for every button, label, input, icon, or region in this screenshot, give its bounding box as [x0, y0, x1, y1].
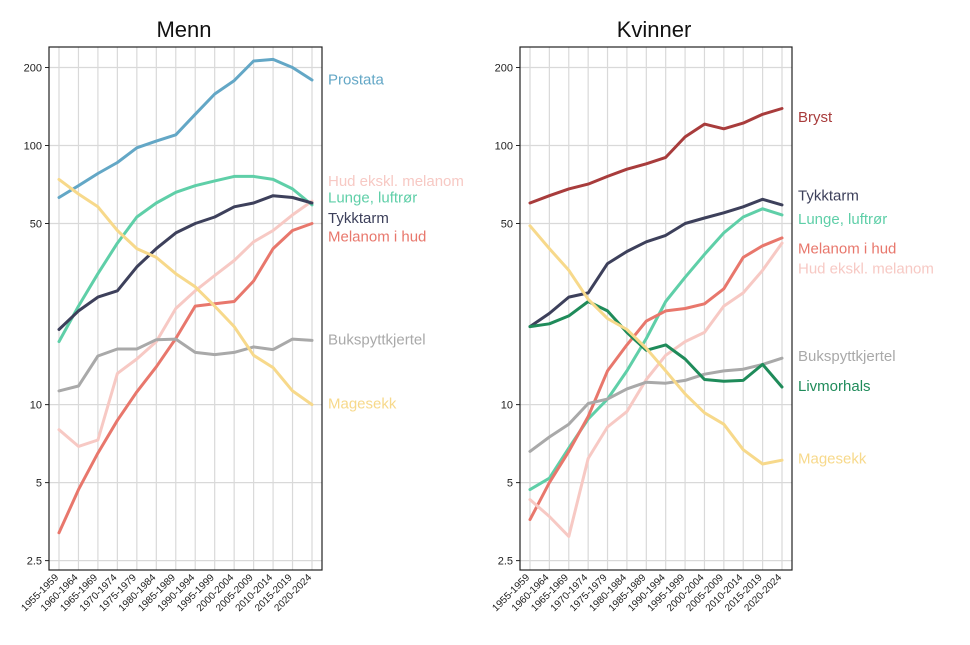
series-line-melanom-i-hud — [57, 222, 314, 535]
series-line-magesekk — [57, 177, 314, 407]
series-label-hud-ekskl-melanom: Hud ekskl. melanom — [328, 173, 464, 190]
series-label-lunge-luftrør: Lunge, luftrør — [328, 190, 417, 207]
y-tick-label: 10 — [501, 400, 513, 412]
series-label-bukspyttkjertel: Bukspyttkjertel — [328, 332, 426, 349]
series-label-lunge-luftrør: Lunge, luftrør — [798, 211, 887, 228]
series-line-hud-ekskl-melanom — [57, 199, 314, 448]
series-line-magesekk — [528, 224, 784, 466]
y-tick-label: 50 — [30, 219, 42, 231]
series-label-tykktarm: Tykktarm — [328, 210, 389, 227]
series-label-bryst: Bryst — [798, 109, 833, 126]
series-label-hud-ekskl-melanom: Hud ekskl. melanom — [798, 261, 934, 278]
y-tick-label: 100 — [495, 141, 513, 153]
series-line-bukspyttkjertel — [528, 356, 784, 453]
chart-title: Kvinner — [617, 17, 692, 42]
series-line-tykktarm — [528, 197, 784, 329]
series-line-lunge-luftrør — [57, 174, 314, 344]
series-line-livmorhals — [528, 300, 784, 389]
series-line-tykktarm — [57, 194, 314, 331]
chart-kvinner: Kvinner2.5510501002001955-19591960-19641… — [491, 17, 934, 614]
series-label-magesekk: Magesekk — [328, 396, 397, 413]
series-label-prostata: Prostata — [328, 71, 385, 88]
series-label-magesekk: Magesekk — [798, 450, 867, 467]
series-line-lunge-luftrør — [528, 207, 784, 492]
y-tick-label: 50 — [501, 219, 513, 231]
series-line-bukspyttkjertel — [57, 337, 314, 393]
series-line-bryst — [528, 107, 784, 205]
y-tick-label: 10 — [30, 400, 42, 412]
series-label-bukspyttkjertel: Bukspyttkjertel — [798, 348, 896, 365]
series-line-prostata — [57, 57, 314, 199]
series-line-melanom-i-hud — [528, 236, 784, 522]
y-tick-label: 100 — [24, 141, 42, 153]
y-tick-label: 200 — [495, 63, 513, 75]
y-tick-label: 200 — [24, 63, 42, 75]
series-label-melanom-i-hud: Melanom i hud — [798, 241, 896, 258]
chart-menn: Menn2.5510501002001955-19591960-19641965… — [20, 17, 464, 614]
chart-title: Menn — [156, 17, 211, 42]
y-tick-label: 5 — [36, 478, 42, 490]
series-label-tykktarm: Tykktarm — [798, 188, 859, 205]
y-tick-label: 2.5 — [27, 556, 42, 568]
y-tick-label: 2.5 — [498, 556, 513, 568]
series-line-hud-ekskl-melanom — [528, 241, 784, 538]
series-label-livmorhals: Livmorhals — [798, 378, 871, 395]
plot-frame — [48, 46, 323, 571]
y-tick-label: 5 — [507, 478, 513, 490]
series-label-melanom-i-hud: Melanom i hud — [328, 229, 426, 246]
plot-frame — [519, 46, 793, 571]
